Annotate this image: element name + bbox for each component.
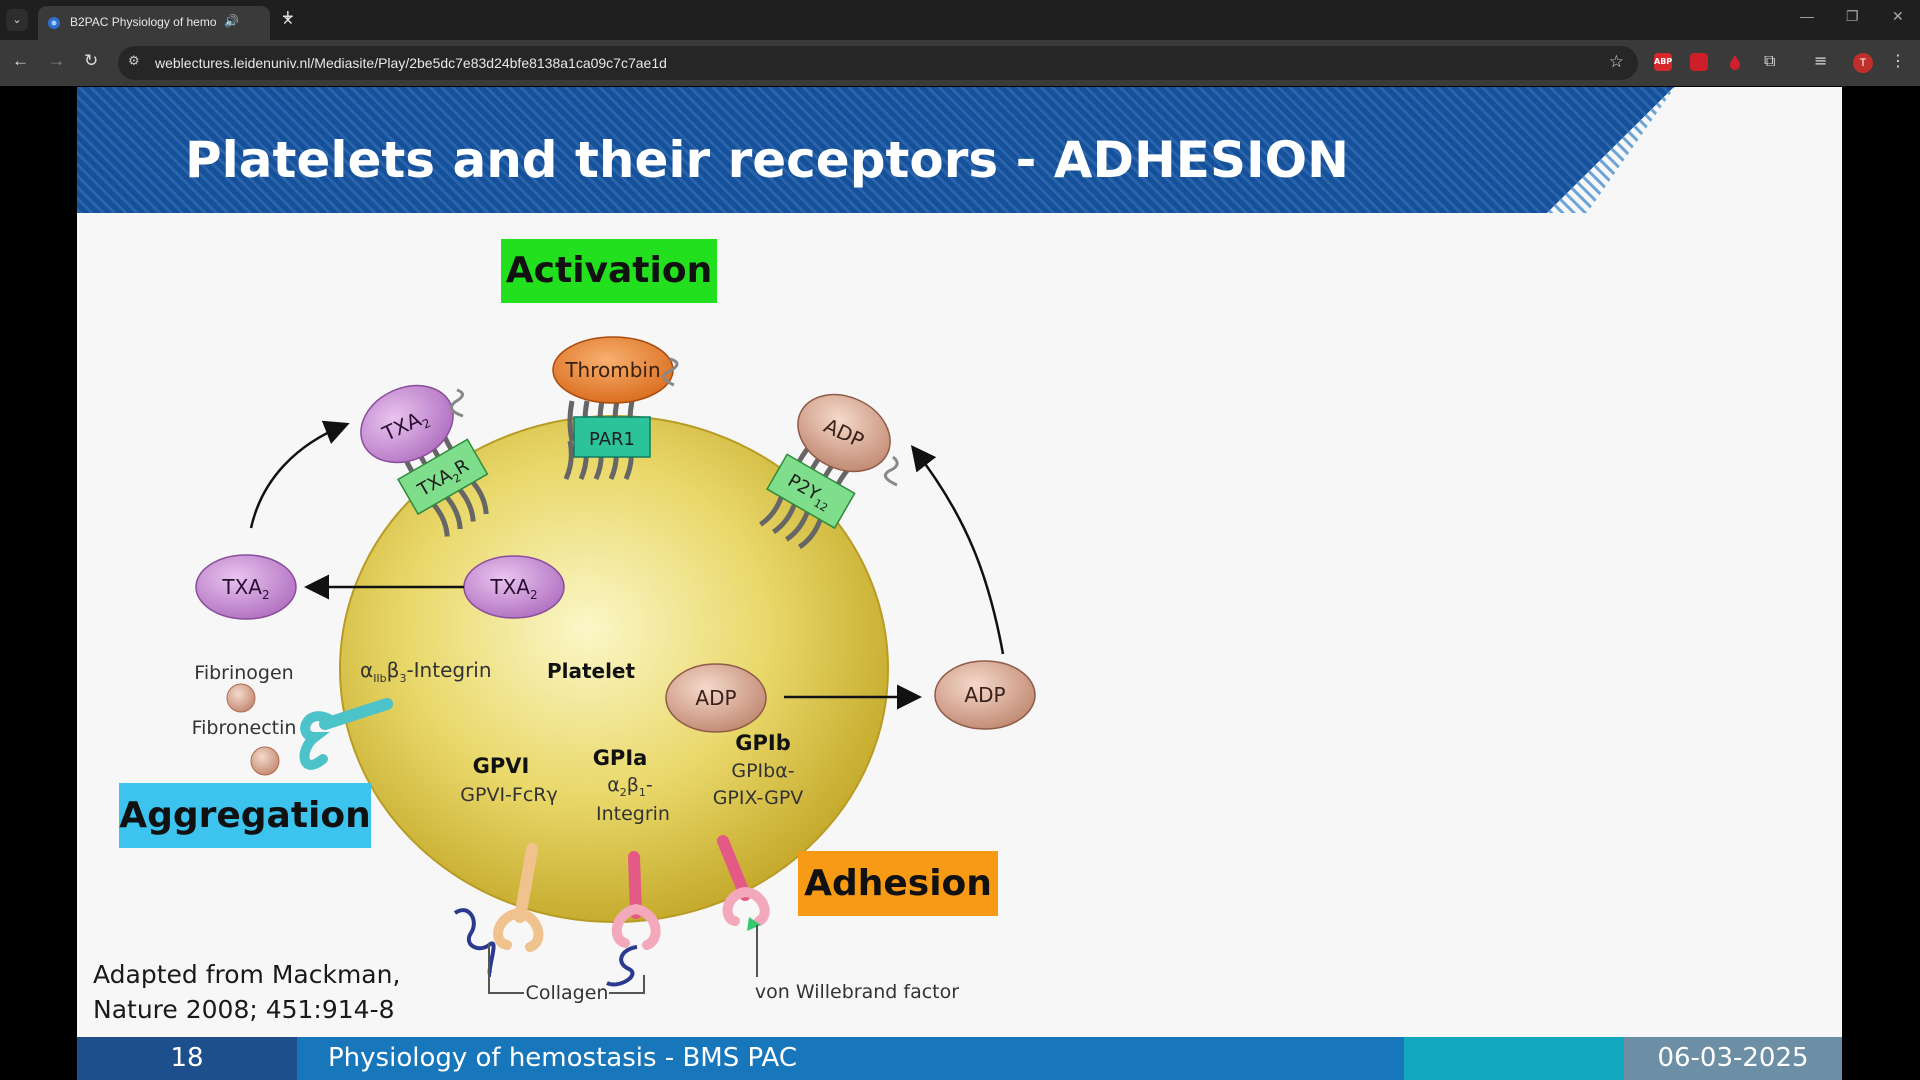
gpia-integrin-label-2: Integrin (596, 803, 670, 825)
citation-line-1: Adapted from Mackman, (93, 960, 401, 989)
more-menu-icon[interactable]: ⋮ (1890, 51, 1906, 70)
adhesion-label: Adhesion (798, 851, 998, 916)
gpib-receptor (717, 835, 770, 931)
thrombin-label: Thrombin (564, 358, 660, 382)
back-arrow-icon[interactable]: ← (12, 51, 29, 70)
speaker-icon[interactable]: 🔊 (224, 14, 239, 28)
txa2-receptor: TXA2R (397, 428, 489, 537)
p2y12-receptor: P2Y12 (759, 441, 856, 550)
adp-internal-label: ADP (695, 686, 736, 710)
reload-icon[interactable]: ↻ (84, 51, 99, 70)
forward-arrow-icon[interactable]: → (48, 51, 65, 70)
browser-tab-active[interactable]: B2PAC Physiology of hemo 🔊 ✕ (38, 6, 294, 40)
fibronectin-label: Fibronectin (192, 717, 297, 739)
txa2-released-molecule (195, 554, 297, 620)
browser-toolbar: ← → ↻ ⚙ weblectures.leidenuniv.nl/Medias… (0, 40, 1920, 86)
site-info-icon[interactable]: ⚙ (128, 54, 140, 69)
gpib-label: GPIb (735, 731, 790, 755)
close-window-icon[interactable]: ✕ (1892, 8, 1904, 24)
media-controls-icon[interactable]: ≡ (1814, 51, 1828, 70)
txa2-feedback-arrow (249, 420, 350, 529)
tab-search-icon[interactable]: ⌄ (6, 9, 28, 31)
minimize-icon[interactable]: — (1800, 8, 1814, 24)
par1-receptor (563, 400, 651, 481)
txa2-bound-molecule: TXA2 (360, 384, 454, 464)
platelet-label: Platelet (547, 659, 636, 683)
adp-internal-molecule (665, 663, 767, 733)
gpia-label: GPIa (593, 746, 648, 770)
red-drop-extension-icon[interactable] (1726, 53, 1744, 71)
aggregation-label: Aggregation (119, 783, 371, 848)
slide-date: 06-03-2025 (1624, 1037, 1842, 1080)
footer-accent-block (1404, 1037, 1624, 1080)
gpib-alpha-label: GPIbα- (731, 760, 794, 782)
gpia-receptor (606, 851, 661, 987)
slide-title: Platelets and their receptors - ADHESION (185, 131, 1349, 189)
adp-released-label: ADP (964, 683, 1005, 707)
bookmark-star-icon[interactable]: ☆ (1608, 52, 1624, 72)
collagen-label: Collagen (526, 982, 609, 1004)
extensions-puzzle-icon[interactable]: ⧉ (1764, 51, 1776, 70)
gpvi-fcr-label: GPVI-FcRγ (460, 784, 557, 806)
integrin-label: αIIbβ3-Integrin (360, 658, 492, 685)
gpia-integrin-label: α2β1- (607, 774, 653, 799)
gpib-ix-v-label: GPIX-GPV (713, 787, 804, 809)
gpvi-label: GPVI (473, 754, 530, 778)
new-tab-button[interactable]: + (282, 6, 294, 28)
par1-label: PAR1 (589, 429, 635, 450)
citation: Adapted from Mackman, Nature 2008; 451:9… (93, 957, 400, 1027)
slide-header-banner (77, 87, 1675, 213)
restore-icon[interactable]: ❐ (1846, 8, 1859, 24)
fibronectin-molecule (250, 746, 280, 776)
tab-close-icon[interactable]: ✕ (282, 12, 294, 28)
slide-number: 18 (77, 1037, 297, 1080)
vwf-label: von Willebrand factor (755, 981, 959, 1003)
adblock-plus-icon[interactable]: ABP (1654, 53, 1672, 71)
lecture-slide: Platelets and their receptors - ADHESION (77, 87, 1842, 1080)
slide-footer: 18 Physiology of hemostasis - BMS PAC 06… (77, 1037, 1842, 1080)
url-text[interactable]: weblectures.leidenuniv.nl/Mediasite/Play… (155, 55, 667, 71)
gpvi-receptor (453, 843, 544, 977)
txa2-internal-label: TXA2 (489, 575, 537, 602)
address-bar[interactable]: ⚙ weblectures.leidenuniv.nl/Mediasite/Pl… (118, 46, 1638, 80)
adp-released-molecule (934, 660, 1036, 730)
tab-title: B2PAC Physiology of hemo (70, 15, 217, 29)
lock-extension-icon[interactable] (1690, 53, 1708, 71)
adp-bound-molecule: ADP (797, 393, 891, 473)
fibrinogen-label: Fibrinogen (194, 662, 293, 684)
mediasite-favicon-icon (48, 17, 60, 29)
citation-line-2: Nature 2008; 451:914-8 (93, 995, 395, 1024)
browser-tab-bar: ⌄ B2PAC Physiology of hemo 🔊 ✕ + — ❐ ✕ (0, 0, 1920, 40)
fibrinogen-molecule (226, 683, 256, 713)
adp-feedback-arrow (910, 445, 1005, 655)
course-title: Physiology of hemostasis - BMS PAC (297, 1037, 1404, 1080)
platelet-receptor-diagram: PAR1 Thrombin TXA2R TXA2 P2Y12 ADP (192, 336, 1036, 1004)
txa2-released-label: TXA2 (221, 575, 269, 602)
profile-avatar[interactable]: T (1853, 53, 1873, 73)
integrin-receptor (299, 698, 393, 770)
activation-label: Activation (501, 239, 717, 303)
